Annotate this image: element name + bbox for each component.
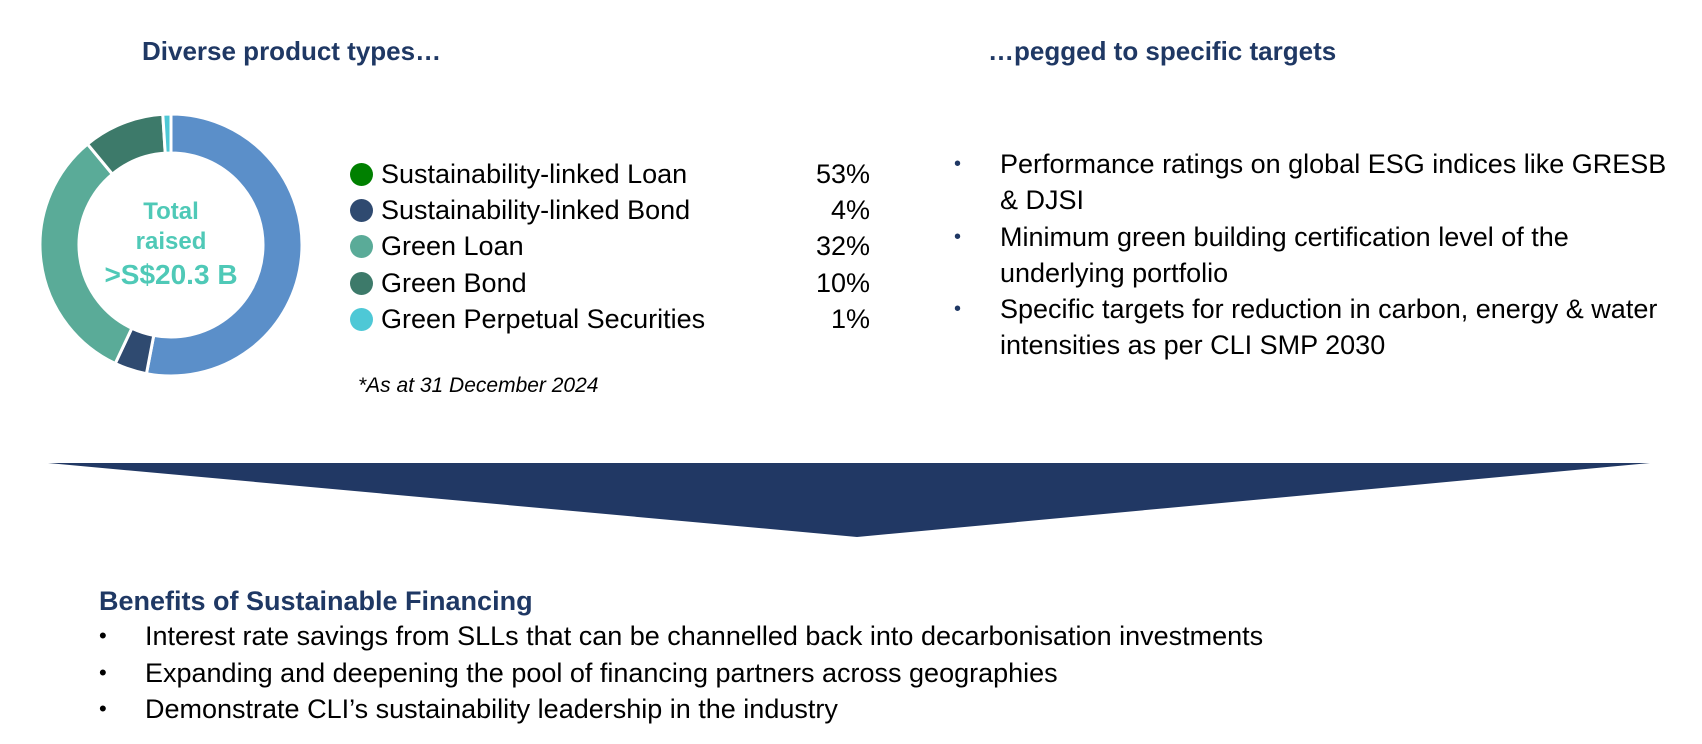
legend-label: Green Loan	[381, 231, 524, 262]
legend-dot-icon	[350, 271, 373, 295]
legend-item: Green Loan 32%	[350, 229, 870, 265]
bullet-icon: •	[99, 623, 107, 648]
legend-value: 53%	[815, 158, 870, 189]
legend-label: Sustainability-linked Loan	[381, 158, 688, 189]
bullet-icon: •	[99, 659, 107, 685]
left-heading: Diverse product types…	[142, 36, 442, 66]
targets-list: • Performance ratings on global ESG indi…	[952, 146, 1672, 364]
benefit-text: Interest rate savings from SLLs that can…	[145, 621, 1264, 651]
legend-label: Green Perpetual Securities	[381, 304, 706, 335]
benefit-item: • Expanding and deepening the pool of fi…	[99, 655, 1599, 692]
right-heading: …pegged to specific targets	[988, 36, 1337, 66]
donut-chart	[38, 112, 304, 378]
target-item: • Minimum green building certification l…	[952, 219, 1672, 292]
bullet-icon: •	[954, 225, 962, 248]
benefit-text: Expanding and deepening the pool of fina…	[145, 657, 1058, 688]
legend-item: Sustainability-linked Bond 4%	[350, 192, 870, 228]
chart-legend: Sustainability-linked Loan 53% Sustainab…	[350, 156, 870, 338]
donut-center-label: Total raised >S$20.3 B	[38, 112, 304, 378]
legend-dot-icon	[350, 308, 373, 332]
legend-item: Green Perpetual Securities 1%	[350, 302, 870, 338]
target-item: • Performance ratings on global ESG indi…	[952, 146, 1672, 219]
legend-label: Green Bond	[381, 267, 527, 298]
benefit-text: Demonstrate CLI’s sustainability leaders…	[145, 694, 838, 724]
legend-dot-icon	[350, 162, 373, 186]
legend-label: Sustainability-linked Bond	[381, 195, 691, 226]
legend-dot-icon	[350, 235, 373, 259]
bullet-icon: •	[99, 696, 107, 721]
donut-slice	[161, 112, 173, 155]
target-text: Minimum green building certification lev…	[1000, 221, 1569, 288]
benefits-title: Benefits of Sustainable Financing	[99, 586, 533, 616]
donut-slice	[144, 112, 304, 378]
benefits-section: Benefits of Sustainable Financing • Inte…	[99, 584, 1599, 728]
legend-dot-icon	[350, 199, 373, 223]
center-line-2: raised	[135, 228, 207, 255]
center-total-value: >S$20.3 B	[104, 259, 238, 290]
legend-item: Sustainability-linked Loan 53%	[350, 156, 870, 192]
target-text: Performance ratings on global ESG indice…	[1000, 149, 1667, 216]
legend-value: 4%	[830, 195, 870, 226]
down-arrow-banner-icon	[48, 463, 1650, 537]
legend-value: 10%	[815, 267, 870, 298]
legend-value: 1%	[830, 304, 870, 335]
target-item: • Specific targets for reduction in carb…	[952, 291, 1672, 364]
center-line-1: Total	[143, 198, 199, 225]
bullet-icon: •	[954, 153, 962, 175]
legend-value: 32%	[815, 231, 870, 262]
footnote: *As at 31 December 2024	[358, 374, 599, 397]
benefit-item: • Demonstrate CLI’s sustainability leade…	[99, 691, 1599, 728]
benefit-item: • Interest rate savings from SLLs that c…	[99, 618, 1599, 655]
target-text: Specific targets for reduction in carbon…	[1000, 294, 1658, 361]
bullet-icon: •	[954, 298, 962, 321]
legend-item: Green Bond 10%	[350, 265, 870, 301]
